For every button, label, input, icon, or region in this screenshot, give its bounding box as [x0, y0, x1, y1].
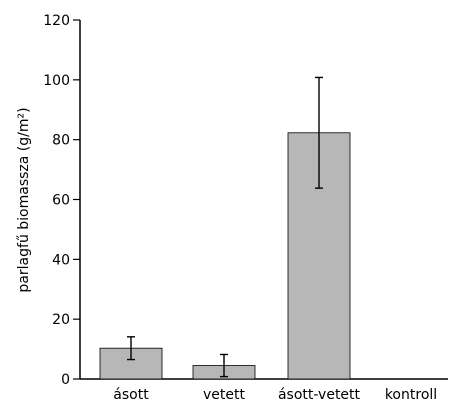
category-label-vetett: vetett — [203, 387, 245, 403]
y-axis-ticks: 0 20 40 60 80 100 120 — [43, 13, 80, 388]
y-tick-label-60: 60 — [52, 193, 70, 209]
y-tick-label-0: 0 — [61, 372, 70, 388]
error-bars — [127, 76, 323, 378]
category-labels: ásott vetett ásott-vetett kontroll — [113, 387, 437, 403]
y-tick-label-40: 40 — [52, 252, 70, 268]
y-tick-label-100: 100 — [43, 73, 70, 89]
y-tick-label-80: 80 — [52, 133, 70, 149]
bars — [99, 132, 351, 380]
category-label-kontroll: kontroll — [385, 387, 437, 403]
y-axis-label: parlagfű biomassza (g/m²) — [16, 107, 32, 292]
y-tick-label-120: 120 — [43, 13, 70, 29]
y-tick-label-20: 20 — [52, 312, 70, 328]
category-label--sott-vetett: ásott-vetett — [278, 387, 361, 403]
category-label--sott: ásott — [113, 387, 149, 403]
